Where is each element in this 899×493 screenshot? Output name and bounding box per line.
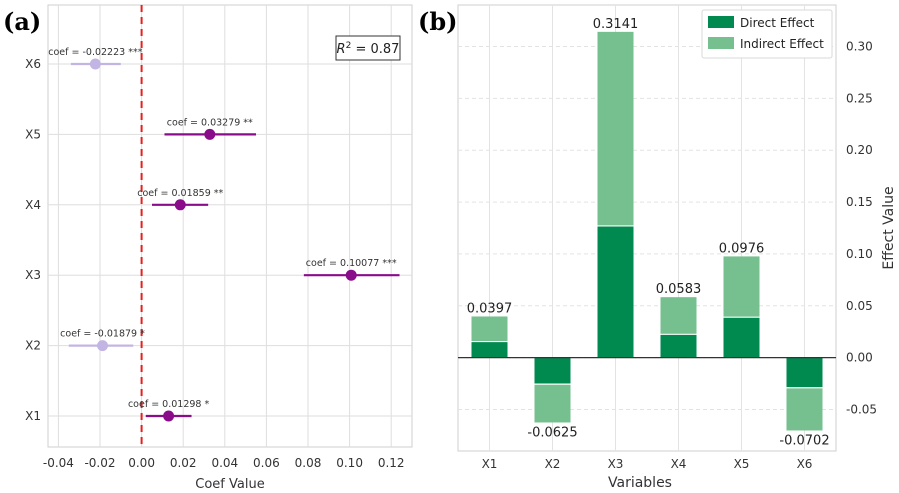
bar-indirect-effect [786, 387, 823, 431]
bar-direct-effect [471, 341, 508, 358]
bar-direct-effect [534, 357, 571, 385]
plot-area-b [457, 4, 837, 452]
total-value-label: 0.3141 [593, 17, 639, 32]
r2-value: = 0.87 [351, 42, 399, 57]
y-tick-label: X1 [25, 409, 41, 423]
total-value-label: 0.0583 [656, 282, 702, 297]
y-tick-label: X5 [25, 127, 41, 141]
coef-point [174, 199, 186, 211]
coef-point [345, 269, 357, 281]
coef-label: coef = 0.10077 *** [306, 258, 397, 269]
x-tick-label: 0.08 [295, 456, 322, 470]
r2-annotation: R2 = 0.87 [335, 35, 401, 61]
y-tick-label: 0.00 [846, 351, 873, 365]
panel-label-b: (b) [418, 7, 458, 36]
bar-indirect-effect [723, 256, 760, 318]
coef-point [97, 340, 109, 352]
legend-swatch [708, 37, 734, 49]
panel-label-a: (a) [3, 7, 41, 36]
x-tick-labels-b: X1 X2 X3 X4 X5 X6 [482, 457, 813, 471]
y-tick-label: -0.05 [846, 403, 877, 417]
y-tick-labels-a: X6 X5 X4 X3 X2 X1 [25, 57, 41, 423]
x-tick-label: -0.02 [84, 456, 115, 470]
x-tick-label: X5 [734, 457, 750, 471]
bar-indirect-effect [471, 316, 508, 342]
y-tick-label: 0.25 [846, 91, 873, 105]
x-axis-label-a: Coef Value [195, 477, 264, 492]
total-value-label: -0.0702 [779, 433, 829, 448]
total-value-label: -0.0625 [527, 425, 577, 440]
r2-superscript: 2 [346, 41, 352, 51]
bar-indirect-effect [534, 384, 571, 423]
legend-swatch [708, 16, 734, 28]
coef-point [204, 128, 216, 140]
x-tick-label: 0.04 [211, 456, 238, 470]
x-tick-label: 0.06 [253, 456, 280, 470]
x-tick-label: 0.12 [378, 456, 405, 470]
x-tick-labels-a: -0.04 -0.02 0.00 0.02 0.04 0.06 0.08 0.10 0.12 [43, 456, 405, 470]
x-tick-label: 0.02 [170, 456, 197, 470]
y-tick-label: 0.05 [846, 299, 873, 313]
legend: Direct Effect Indirect Effect [701, 9, 833, 59]
legend-label: Direct Effect [740, 16, 815, 30]
y-tick-label: 0.10 [846, 247, 873, 261]
y-axis-label-b: Effect Value [881, 186, 897, 269]
x-tick-label: X1 [482, 457, 498, 471]
legend-label: Indirect Effect [740, 37, 824, 51]
total-value-label: 0.0397 [467, 301, 513, 316]
y-tick-labels-b: -0.05 0.00 0.05 0.10 0.15 0.20 0.25 0.30 [846, 39, 877, 416]
plot-area-a [47, 4, 413, 448]
total-labels: 0.0397 -0.0625 0.3141 0.0583 0.0976 -0.0702 [467, 17, 830, 449]
x-tick-label: X6 [797, 457, 813, 471]
bar-direct-effect [660, 334, 697, 358]
coef-label: coef = 0.01298 * [128, 399, 210, 410]
legend-frame [701, 9, 833, 59]
coef-label: coef = 0.01859 ** [137, 188, 223, 199]
x-tick-label: 0.00 [128, 456, 155, 470]
bar-direct-effect [786, 357, 823, 388]
coef-forest-plot: coef = -0.02223 *** coef = 0.03279 ** coef… [25, 4, 413, 492]
effect-bar-chart: 0.0397 -0.0625 0.3141 0.0583 0.0976 -0.0702 X… [457, 4, 897, 491]
x-tick-label: X2 [545, 457, 561, 471]
y-tick-label: X2 [25, 339, 41, 353]
coef-point [89, 58, 101, 70]
y-tick-label: X6 [25, 57, 41, 71]
total-value-label: 0.0976 [719, 241, 765, 256]
y-tick-label: X3 [25, 268, 41, 282]
x-tick-label: 0.10 [336, 456, 363, 470]
r2-text: R2 = 0.87 [337, 41, 400, 57]
x-tick-label: X3 [608, 457, 624, 471]
bars [471, 31, 823, 431]
r2-symbol: R [337, 42, 346, 57]
coef-label: coef = -0.02223 *** [48, 47, 142, 58]
bar-direct-effect [723, 317, 760, 358]
coef-label: coef = 0.03279 ** [167, 117, 253, 128]
x-tick-label: -0.04 [43, 456, 74, 470]
coef-point [163, 410, 175, 422]
y-tick-label: X4 [25, 198, 41, 212]
bar-indirect-effect [660, 297, 697, 335]
coef-marks: coef = -0.02223 *** coef = 0.03279 ** coef… [48, 47, 400, 422]
r2-box [335, 35, 401, 61]
bar-direct-effect [597, 225, 634, 358]
bar-indirect-effect [597, 31, 634, 226]
y-tick-label: 0.20 [846, 143, 873, 157]
y-tick-label: 0.15 [846, 195, 873, 209]
x-axis-label-b: Variables [608, 475, 672, 491]
coef-label: coef = -0.01879 * [60, 329, 145, 340]
x-tick-label: X4 [671, 457, 687, 471]
y-tick-label: 0.30 [846, 39, 873, 53]
